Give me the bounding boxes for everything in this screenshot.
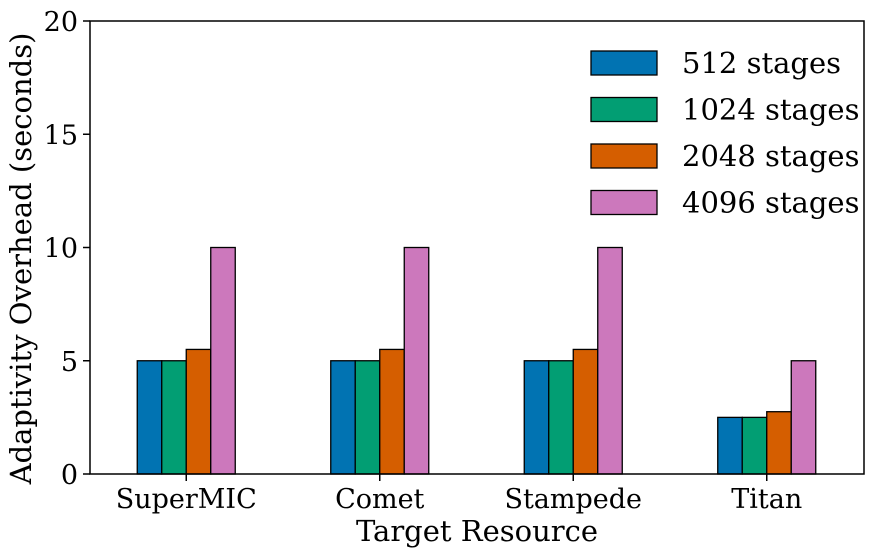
bar-2048-stages-stampede	[572, 348, 599, 475]
bars-group	[136, 246, 817, 475]
y-axis-ticks: 0 5 10 15 20	[44, 7, 90, 491]
bar-512-stages-stampede	[523, 360, 550, 475]
legend-swatch	[590, 96, 658, 123]
bar-1024-stages-stampede	[548, 360, 574, 475]
bar-4096-stages-stampede	[597, 246, 623, 475]
bar-1024-stages-comet	[354, 360, 381, 475]
legend: 512 stages 1024 stages 2048 stages 4096 sta…	[590, 46, 859, 220]
bar-2048-stages-titan	[766, 411, 792, 475]
y-tick-label: 15	[44, 120, 78, 151]
bar-512-stages-titan	[717, 416, 743, 475]
bar-4096-stages-supermic	[210, 246, 236, 475]
bar-512-stages-supermic	[136, 360, 163, 475]
y-tick-label: 20	[44, 7, 78, 38]
legend-label: 4096 stages	[682, 186, 859, 220]
bar-4096-stages-titan	[790, 360, 817, 475]
legend-swatch	[590, 189, 658, 216]
y-tick-label: 10	[44, 234, 78, 265]
bar-2048-stages-comet	[379, 348, 405, 475]
x-axis-title: Target Resource	[356, 514, 598, 548]
bar-512-stages-comet	[330, 360, 356, 475]
bar-2048-stages-supermic	[185, 348, 212, 475]
legend-label: 1024 stages	[682, 93, 859, 127]
bar-1024-stages-supermic	[161, 360, 187, 475]
x-tick-label: SuperMIC	[116, 484, 257, 515]
legend-label: 2048 stages	[682, 139, 859, 173]
y-tick-label: 5	[61, 347, 78, 378]
legend-swatch	[590, 143, 658, 169]
legend-label: 512 stages	[682, 46, 841, 80]
bar-4096-stages-comet	[403, 246, 430, 475]
legend-swatch	[590, 50, 658, 76]
y-axis-title: Adaptivity Overhead (seconds)	[4, 33, 38, 486]
bar-1024-stages-titan	[741, 416, 768, 475]
y-tick-label: 0	[61, 460, 78, 491]
x-tick-label: Comet	[335, 484, 424, 515]
x-axis-ticks: SuperMIC Comet Stampede Titan	[116, 474, 802, 515]
x-tick-label: Stampede	[504, 484, 642, 515]
plot-frame	[89, 20, 865, 475]
x-tick-label: Titan	[731, 484, 802, 515]
